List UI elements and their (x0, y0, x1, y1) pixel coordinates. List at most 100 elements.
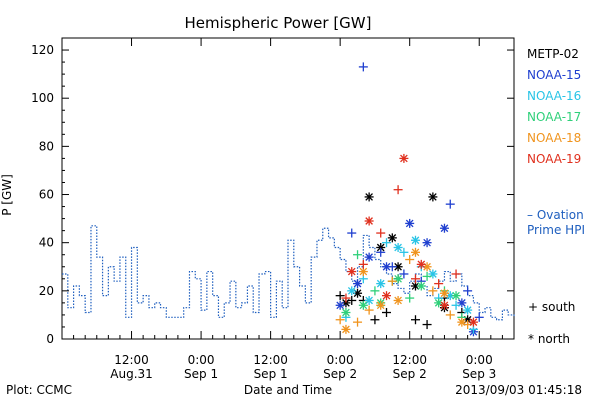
noaa-19-north-point (364, 216, 374, 226)
noaa-15-north-point (405, 218, 415, 228)
ovation-series (62, 225, 515, 321)
noaa-16-north-point (463, 305, 473, 315)
noaa-19-south-point (434, 279, 444, 289)
noaa-15-north-point (439, 223, 449, 233)
noaa-17-north-point (451, 291, 461, 301)
x-tick-label-date-3: Sep 2 (323, 367, 357, 381)
y-tick-label-5: 100 (31, 91, 54, 105)
symbol-legend-south: + south (528, 300, 575, 314)
noaa-16-north-point (347, 286, 357, 296)
y-axis-label: P [GW] (0, 174, 14, 216)
ovation-legend-line2: Prime HPI (527, 223, 585, 237)
legend-noaa-18: NOAA-18 (527, 131, 581, 145)
noaa-18-north-point (376, 300, 386, 310)
x-tick-label-date-5: Sep 3 (462, 367, 496, 381)
symbol-legend-north: * north (528, 332, 570, 346)
y-tick-label-2: 40 (39, 236, 54, 250)
plot-area (61, 37, 515, 340)
legend-noaa-16: NOAA-16 (527, 89, 581, 103)
noaa-15-north-point (335, 300, 345, 310)
noaa-18-north-point (457, 317, 467, 327)
noaa-19-south-point (451, 269, 461, 279)
metp-02-south-point (370, 315, 380, 325)
noaa-15-south-point (399, 269, 409, 279)
noaa-15-north-point (422, 238, 432, 248)
noaa-19-south-point (376, 228, 386, 238)
metp-02-north-point (393, 262, 403, 272)
noaa-19-north-point (347, 267, 357, 277)
noaa-18-north-point (358, 267, 368, 277)
ovation-hpi-line (62, 225, 515, 321)
noaa-18-south-point (364, 305, 374, 315)
noaa-17-north-point (358, 300, 368, 310)
x-tick-label-time-4: 12:00 (392, 353, 427, 367)
noaa-16-south-point (399, 247, 409, 257)
satellite-points (335, 62, 484, 337)
metp-02-north-point (364, 192, 374, 202)
noaa-15-north-point (457, 298, 467, 308)
metp-02-south-point (410, 315, 420, 325)
noaa-15-south-point (445, 199, 455, 209)
y-tick-label-1: 20 (39, 284, 54, 298)
ovation-legend-line1: – Ovation (527, 208, 584, 222)
metp-02-south-point (335, 291, 345, 301)
noaa-19-north-point (416, 259, 426, 269)
noaa-15-south-point (463, 286, 473, 296)
noaa-17-north-point (341, 308, 351, 318)
legend-metp-02: METP-02 (527, 47, 579, 61)
noaa-18-south-point (387, 276, 397, 286)
noaa-18-north-point (410, 247, 420, 257)
noaa-19-south-point (358, 259, 368, 269)
noaa-15-south-point (376, 247, 386, 257)
noaa-19-north-point (382, 291, 392, 301)
noaa-19-north-point (399, 153, 409, 163)
noaa-16-north-point (428, 269, 438, 279)
noaa-19-south-point (341, 293, 351, 303)
noaa-15-north-point (364, 252, 374, 262)
metp-02-south-point (382, 308, 392, 318)
noaa-16-north-point (364, 295, 374, 305)
metp-02-north-point (428, 192, 438, 202)
noaa-15-north-point (382, 262, 392, 272)
noaa-18-south-point (428, 286, 438, 296)
x-tick-label-time-3: 0:00 (327, 353, 354, 367)
plot-timestamp: 2013/09/03 01:45:18 (455, 383, 582, 397)
x-axis-label: Date and Time (244, 383, 332, 397)
noaa-15-south-point (347, 228, 357, 238)
x-tick-label-time-1: 0:00 (188, 353, 215, 367)
metp-02-north-point (353, 288, 363, 298)
x-tick-label-time-5: 0:00 (466, 353, 493, 367)
y-tick-label-3: 60 (39, 188, 54, 202)
noaa-17-north-point (416, 281, 426, 291)
legend-noaa-15: NOAA-15 (527, 68, 581, 82)
x-tick-label-date-1: Sep 1 (184, 367, 218, 381)
legend-noaa-19: NOAA-19 (527, 152, 581, 166)
noaa-15-north-point (353, 279, 363, 289)
legend: METP-02 NOAA-15 NOAA-16 NOAA-17 NOAA-18 NOAA-… (527, 47, 581, 166)
noaa-16-north-point (376, 279, 386, 289)
noaa-17-south-point (370, 286, 380, 296)
x-tick-label-date-4: Sep 2 (393, 367, 427, 381)
noaa-18-north-point (393, 295, 403, 305)
noaa-16-north-point (393, 242, 403, 252)
noaa-16-south-point (451, 300, 461, 310)
x-tick-label-date-0: Aug.31 (110, 367, 153, 381)
noaa-17-south-point (353, 250, 363, 260)
noaa-18-south-point (353, 317, 363, 327)
metp-02-south-point (422, 320, 432, 330)
noaa-16-south-point (382, 238, 392, 248)
plot-credit: Plot: CCMC (6, 383, 72, 397)
noaa-18-north-point (341, 324, 351, 334)
y-tick-label-4: 80 (39, 139, 54, 153)
noaa-15-south-point (358, 62, 368, 72)
noaa-18-south-point (405, 255, 415, 265)
y-tick-label-0: 0 (46, 332, 54, 346)
noaa-19-south-point (393, 185, 403, 195)
noaa-17-south-point (422, 271, 432, 281)
noaa-18-north-point (439, 288, 449, 298)
noaa-15-south-point (474, 312, 484, 322)
noaa-19-south-point (410, 274, 420, 284)
metp-02-north-point (387, 233, 397, 243)
